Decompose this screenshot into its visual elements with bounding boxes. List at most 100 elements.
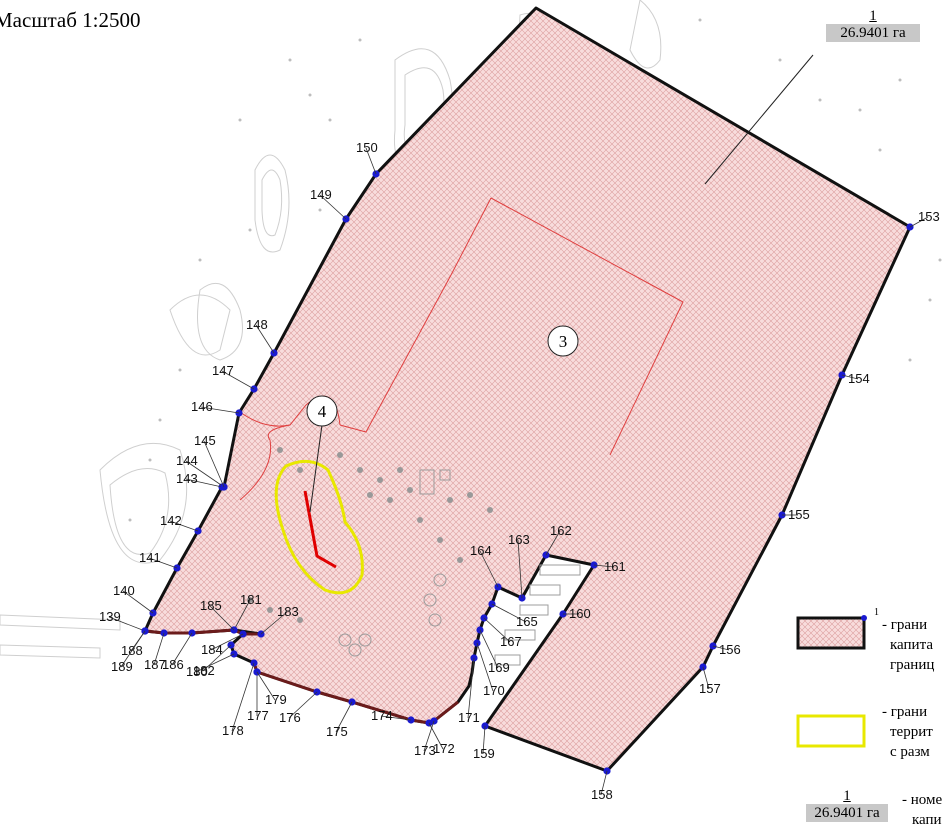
legend-parcel-swatch <box>796 616 866 650</box>
boundary-point-label-167: 167 <box>500 634 522 649</box>
legend-zone-swatch <box>796 714 866 748</box>
boundary-point-leader-167 <box>483 617 511 643</box>
boundary-point-label-153: 153 <box>918 209 940 224</box>
parcel-number: 1 <box>869 8 877 24</box>
boundary-point-label-181: 181 <box>240 592 262 607</box>
boundary-point-leader-154 <box>841 374 859 380</box>
interior-details <box>338 469 581 666</box>
boundary-point-leader-173 <box>423 720 435 752</box>
zone-4-line <box>303 490 337 569</box>
boundary-point-leader-178 <box>231 662 255 732</box>
boundary-point-leader-148 <box>255 324 275 354</box>
boundary-point-label-145: 145 <box>194 433 216 448</box>
boundary-point-leader-180 <box>195 653 235 673</box>
boundary-point-leader-176 <box>288 691 318 719</box>
boundary-point-leader-174 <box>380 715 412 721</box>
boundary-point-leader-179 <box>256 671 276 701</box>
boundary-point-label-150: 150 <box>356 140 378 155</box>
boundary-point-leader-184 <box>210 633 244 651</box>
boundary-point-label-140: 140 <box>113 583 135 598</box>
boundary-point-leader-175 <box>335 701 353 733</box>
boundary-points: 1391401411421431441451461471481491501531… <box>99 140 940 802</box>
boundary-point-leader-182 <box>202 644 232 672</box>
leader-zone-4 <box>309 424 323 513</box>
boundary-point-leader-186 <box>171 632 193 666</box>
terrain-dots <box>128 18 942 522</box>
boundary-point-label-142: 142 <box>160 513 182 528</box>
boundary-point-label-176: 176 <box>279 710 301 725</box>
legend-swatches <box>796 615 867 748</box>
boundary-point-leader-147 <box>221 370 255 390</box>
zone-3-marker: 3 <box>547 325 579 357</box>
boundary-point-label-149: 149 <box>310 187 332 202</box>
boundary-point-label-173: 173 <box>414 743 436 758</box>
boundary-point-label-178: 178 <box>222 723 244 738</box>
boundary-point-leader-156 <box>712 645 730 651</box>
boundary-point-label-156: 156 <box>719 642 741 657</box>
boundary-point-label-189: 189 <box>111 659 133 674</box>
legend-marker-number: 1 <box>874 607 879 618</box>
boundary-point-label-158: 158 <box>591 787 613 802</box>
boundary-point-leader-139 <box>108 616 146 632</box>
boundary-point-label-175: 175 <box>326 724 348 739</box>
boundary-point-label-182: 182 <box>193 663 215 678</box>
boundary-point-leader-163 <box>517 539 523 599</box>
boundary-point-leader-159 <box>482 725 486 755</box>
boundary-point-leader-165 <box>491 603 527 623</box>
boundary-point-label-185: 185 <box>200 598 222 613</box>
boundary-point-leader-153 <box>909 216 929 228</box>
zone-3-inner-line <box>239 424 291 501</box>
boundary-point-leader-170 <box>476 642 494 692</box>
boundary-point-label-174: 174 <box>371 708 393 723</box>
boundary-point-label-184: 184 <box>201 642 223 657</box>
boundary-point-leader-143 <box>185 478 223 488</box>
boundary-point-label-157: 157 <box>699 681 721 696</box>
boundary-point-leader-171 <box>467 657 475 719</box>
boundary-point-leader-189 <box>120 630 146 668</box>
boundary-point-label-179: 179 <box>265 692 287 707</box>
boundary-point-label-146: 146 <box>191 399 213 414</box>
boundary-point-label-164: 164 <box>470 543 492 558</box>
svg-text:4: 4 <box>318 402 327 421</box>
boundary-point-leader-157 <box>702 666 710 690</box>
boundary-point-leader-150 <box>365 147 377 175</box>
boundary-point-label-177: 177 <box>247 708 269 723</box>
boundary-point-label-160: 160 <box>569 606 591 621</box>
interior-dots <box>247 447 493 623</box>
boundary-point-label-159: 159 <box>473 746 495 761</box>
legend-label-sample: 1 26.9401 га <box>806 788 888 822</box>
boundary-point-leader-164 <box>479 550 499 588</box>
boundary-point-leader-185 <box>209 605 235 631</box>
scale-label: Масштаб 1:2500 <box>0 8 141 32</box>
boundary-point-leader-144 <box>185 460 225 488</box>
boundary-point-label-165: 165 <box>516 614 538 629</box>
boundary-point-label-148: 148 <box>246 317 268 332</box>
boundary-point-label-154: 154 <box>848 371 870 386</box>
boundary-point-leader-169 <box>479 629 499 669</box>
boundary-point-leader-162 <box>545 530 561 556</box>
legend-item-zone: - грани террит с разм <box>882 704 933 760</box>
parcel-area: 26.9401 га <box>826 24 920 42</box>
legend-item-number: - номе капи <box>902 792 943 828</box>
boundary-point-label-183: 183 <box>277 604 299 619</box>
boundary-point-label-162: 162 <box>550 523 572 538</box>
boundary-point-leader-149 <box>319 194 347 220</box>
boundary-point-label-155: 155 <box>788 507 810 522</box>
boundary-point-label-161: 161 <box>604 559 626 574</box>
boundary-point-label-180: 180 <box>186 664 208 679</box>
boundary-point-leader-183 <box>260 611 288 635</box>
legend-point-icon <box>861 615 867 621</box>
boundary-point-leader-172 <box>428 722 444 750</box>
boundary-point-leader-145 <box>203 440 225 488</box>
boundary-point-leader-140 <box>122 590 154 614</box>
boundary-point-leader-158 <box>600 770 608 796</box>
boundary-point-label-141: 141 <box>139 550 161 565</box>
boundary-point-leader-142 <box>169 520 199 532</box>
zone-4-outline[interactable] <box>274 459 364 595</box>
svg-text:3: 3 <box>559 332 568 351</box>
boundary-point-label-147: 147 <box>212 363 234 378</box>
boundary-point-label-163: 163 <box>508 532 530 547</box>
boundary-point-leader-146 <box>200 406 240 414</box>
boundary-point-label-144: 144 <box>176 453 198 468</box>
